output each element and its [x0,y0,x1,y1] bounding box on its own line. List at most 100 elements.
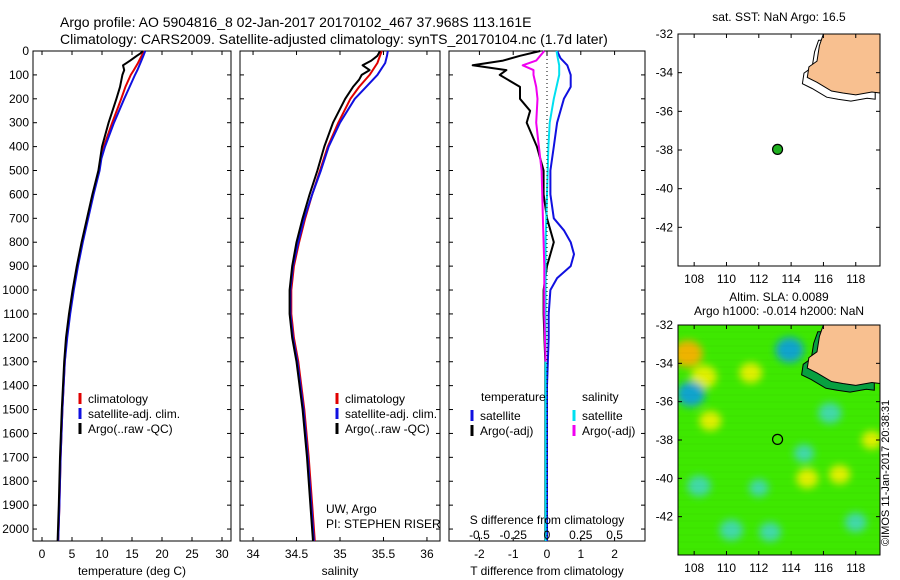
y-tick-label: 2000 [2,522,29,536]
x-tick-label: 118 [846,561,865,575]
y-tick-label: 1400 [2,379,29,393]
x-tick-label: 110 [717,561,736,575]
x-tick-label: 108 [684,561,704,575]
sla-map-panel: 108 110 112 114 116 118 -32 -34 -36 -38 -40 -42 Alti… [656,290,881,575]
series-line-argo-adj- [521,50,547,362]
figure-title-line-2: Climatology: CARS2009. Satellite-adjuste… [60,31,608,47]
series-line-argo-raw-qc- [56,50,144,542]
land-region [806,325,880,386]
sla-anomaly-blob [793,444,815,463]
legend-entry: climatology [345,392,405,406]
x-tick-label: 112 [749,561,768,575]
sla-anomaly-blob [844,512,867,533]
y-tick-label: 900 [9,259,29,273]
legend-entry: Argo(-adj) [480,424,533,438]
sla-anomaly-blob [818,402,842,424]
y-tick-label: 1500 [2,403,29,417]
legend-entry: satellite [582,409,623,423]
map-content [678,325,880,555]
x-tick-label: 114 [782,272,801,286]
salinity-tick-label: 0.5 [606,528,623,542]
land-region [806,34,880,96]
argo-location-marker [771,143,784,155]
sla-anomaly-blob [699,410,722,431]
y-tick-label: -36 [656,104,674,118]
y-tick-label: -38 [656,433,674,447]
y-tick-label: -32 [656,27,674,41]
x-tick-label: 36 [420,547,434,561]
x-tick-label: 20 [155,547,169,561]
sla-map-title: Altim. SLA: 0.0089 [729,290,829,304]
legend-entry: Argo(..raw -QC) [88,422,173,436]
x-tick-label: 25 [185,547,199,561]
y-tick-label: -38 [656,143,674,157]
sla-anomaly-blob [678,340,703,368]
sla-anomaly-blob [829,464,851,485]
y-tick-label: 1300 [2,355,29,369]
sla-anomaly-blob [739,362,763,384]
sla-anomaly-blob [796,468,819,489]
x-tick-label: 15 [125,547,139,561]
legend-entry: satellite [480,409,521,423]
y-tick-label: 800 [9,235,29,249]
sst-map-panel: 108 110 112 114 116 118 -32 -34 -36 -38 -40 -42 sat.… [656,10,881,286]
salinity-tick-label: 0 [544,528,551,542]
salinity-tick-label: -0.25 [500,528,528,542]
salinity-tick-label: -0.5 [469,528,490,542]
annotation-pi: PI: STEPHEN RISER [326,517,441,531]
legend-header-temperature: temperature [481,390,546,404]
legend-entry: Argo(-adj) [582,424,635,438]
x-tick-label: 2 [611,547,618,561]
y-tick-label: -32 [656,318,674,332]
x-tick-label: 34.5 [285,547,309,561]
y-tick-label: 1700 [2,450,29,464]
series-line-argo-raw-qc- [288,50,381,542]
figure-title-line-1: Argo profile: AO 5904816_8 02-Jan-2017 2… [60,14,531,30]
sla-anomaly-blob [749,479,769,497]
y-tick-label: -36 [656,395,674,409]
credit-text: ©IMOS 11-Jan-2017 20:38:31 [880,400,892,546]
sla-anomaly-field [678,337,880,542]
salinity-tick-label: 0.25 [569,528,593,542]
y-tick-label: -40 [656,471,674,485]
y-tick-label: -42 [656,220,674,234]
difference-panel: -2 -1 0 1 2 T difference from climatology S di… [448,50,646,578]
y-tick-label: -40 [656,182,674,196]
sla-anomaly-blob [759,522,782,542]
x-tick-label: 0 [544,547,551,561]
sla-map-subtitle: Argo h1000: -0.014 h2000: NaN [694,304,864,318]
x-tick-label: 108 [684,272,704,286]
y-tick-label: 1000 [2,283,29,297]
temperature-panel: 0100200300400500600700800900100011001200… [2,44,232,578]
y-tick-label: 600 [9,187,29,201]
legend-header-salinity: salinity [582,390,619,404]
x-tick-label: 118 [846,272,865,286]
sla-anomaly-blob [775,337,804,363]
y-tick-label: 400 [9,140,29,154]
x-tick-label: 35.5 [372,547,396,561]
legend-entry: Argo(..raw -QC) [345,422,430,436]
x-tick-label: 10 [95,547,109,561]
sla-anomaly-blob [678,381,706,407]
plot-frame [239,50,441,542]
x-tick-label: 112 [749,272,768,286]
y-tick-label: 0 [22,44,29,58]
legend-entry: climatology [88,392,148,406]
x-tick-label: 116 [814,272,833,286]
y-tick-label: 300 [9,116,29,130]
y-tick-label: 1600 [2,426,29,440]
x-tick-label: 34 [246,547,260,561]
y-tick-label: -42 [656,510,674,524]
y-tick-label: 500 [9,164,29,178]
salinity-panel: 34 34.5 35 35.5 36 salinity climatologysatelli… [239,50,441,578]
x-tick-label: -1 [508,547,519,561]
legend-entry: satellite-adj. clim. [345,407,437,421]
x-tick-label: -2 [474,547,485,561]
salinity-difference-label: S difference from climatology [470,513,625,527]
x-tick-label: 0 [39,547,46,561]
y-tick-label: -34 [656,66,674,80]
sla-anomaly-blob [861,430,880,450]
sla-anomaly-blob [687,475,711,497]
x-tick-label: 116 [814,561,833,575]
